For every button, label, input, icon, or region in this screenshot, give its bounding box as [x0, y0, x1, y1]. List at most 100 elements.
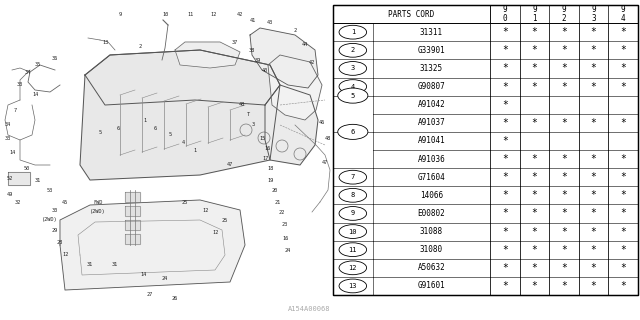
- Text: *: *: [591, 45, 596, 55]
- Text: *: *: [502, 190, 508, 200]
- Text: *: *: [531, 281, 538, 291]
- Text: 11: 11: [187, 12, 193, 17]
- Text: 12: 12: [210, 12, 216, 17]
- Text: G91601: G91601: [417, 281, 445, 291]
- Circle shape: [338, 124, 368, 140]
- Text: *: *: [620, 82, 626, 92]
- Text: 40: 40: [262, 68, 268, 73]
- Circle shape: [339, 61, 367, 75]
- Text: *: *: [531, 45, 538, 55]
- Bar: [333, 5, 638, 295]
- Text: 7: 7: [351, 174, 355, 180]
- Text: 45: 45: [62, 199, 68, 204]
- Polygon shape: [125, 206, 140, 216]
- Circle shape: [339, 170, 367, 184]
- Text: 33: 33: [5, 135, 11, 140]
- Text: 9
1: 9 1: [532, 5, 537, 23]
- Text: *: *: [531, 227, 538, 236]
- Text: 13: 13: [102, 39, 108, 44]
- Text: *: *: [561, 63, 567, 73]
- Text: *: *: [502, 227, 508, 236]
- Text: A91036: A91036: [417, 155, 445, 164]
- Text: FWD: FWD: [93, 199, 102, 204]
- Text: 31311: 31311: [420, 28, 443, 37]
- Text: *: *: [531, 263, 538, 273]
- Text: *: *: [531, 208, 538, 219]
- Text: *: *: [502, 63, 508, 73]
- Text: 13: 13: [349, 283, 357, 289]
- Text: PARTS CORD: PARTS CORD: [388, 10, 435, 19]
- Text: 16: 16: [282, 236, 288, 241]
- Text: 5: 5: [99, 130, 102, 134]
- Text: 48: 48: [239, 102, 245, 108]
- Text: *: *: [561, 281, 567, 291]
- Text: 22: 22: [279, 211, 285, 215]
- Text: *: *: [531, 118, 538, 128]
- Text: G90807: G90807: [417, 82, 445, 91]
- Text: 9
3: 9 3: [591, 5, 596, 23]
- Text: 34: 34: [25, 69, 31, 75]
- Text: *: *: [620, 154, 626, 164]
- Text: A91037: A91037: [417, 118, 445, 127]
- Text: 31: 31: [35, 178, 41, 182]
- Text: G33901: G33901: [417, 46, 445, 55]
- Text: A91041: A91041: [417, 136, 445, 145]
- Text: 9: 9: [118, 12, 122, 17]
- Text: *: *: [591, 118, 596, 128]
- Text: 23: 23: [282, 222, 288, 228]
- Polygon shape: [80, 50, 280, 180]
- Polygon shape: [60, 200, 245, 290]
- Text: 9
4: 9 4: [621, 5, 625, 23]
- Text: T: T: [246, 113, 250, 117]
- Text: 30: 30: [52, 207, 58, 212]
- Text: 14: 14: [9, 149, 15, 155]
- Text: *: *: [591, 227, 596, 236]
- Circle shape: [339, 279, 367, 293]
- Circle shape: [339, 206, 367, 220]
- Text: *: *: [502, 118, 508, 128]
- Text: *: *: [591, 82, 596, 92]
- Text: *: *: [502, 154, 508, 164]
- Text: 24: 24: [285, 247, 291, 252]
- Text: 31: 31: [87, 262, 93, 268]
- Circle shape: [339, 188, 367, 202]
- Text: 3: 3: [351, 65, 355, 71]
- Text: *: *: [591, 172, 596, 182]
- Text: 28: 28: [57, 239, 63, 244]
- Text: A154A00068: A154A00068: [287, 306, 330, 312]
- Text: 10: 10: [162, 12, 168, 17]
- Text: 48: 48: [325, 135, 331, 140]
- Polygon shape: [85, 50, 280, 105]
- Text: 9: 9: [351, 211, 355, 216]
- Circle shape: [339, 80, 367, 93]
- Circle shape: [339, 225, 367, 238]
- Text: *: *: [561, 154, 567, 164]
- Text: *: *: [502, 27, 508, 37]
- Text: 5: 5: [168, 132, 172, 138]
- Text: *: *: [620, 208, 626, 219]
- Text: *: *: [502, 263, 508, 273]
- Text: *: *: [502, 245, 508, 255]
- Text: 1: 1: [193, 148, 196, 153]
- Text: E00802: E00802: [417, 209, 445, 218]
- Text: 47: 47: [227, 163, 233, 167]
- Text: *: *: [620, 281, 626, 291]
- Text: 1: 1: [143, 117, 147, 123]
- Polygon shape: [125, 192, 140, 202]
- Polygon shape: [268, 55, 322, 120]
- Circle shape: [339, 25, 367, 39]
- Text: *: *: [561, 118, 567, 128]
- Text: *: *: [531, 154, 538, 164]
- Text: 20: 20: [272, 188, 278, 193]
- Text: *: *: [620, 263, 626, 273]
- Text: *: *: [591, 27, 596, 37]
- Text: 31080: 31080: [420, 245, 443, 254]
- Text: 29: 29: [52, 228, 58, 233]
- Polygon shape: [250, 28, 318, 88]
- Text: 31088: 31088: [420, 227, 443, 236]
- Text: *: *: [561, 227, 567, 236]
- Polygon shape: [125, 234, 140, 244]
- Text: *: *: [561, 263, 567, 273]
- Text: 31: 31: [112, 262, 118, 268]
- Text: 2: 2: [138, 44, 141, 49]
